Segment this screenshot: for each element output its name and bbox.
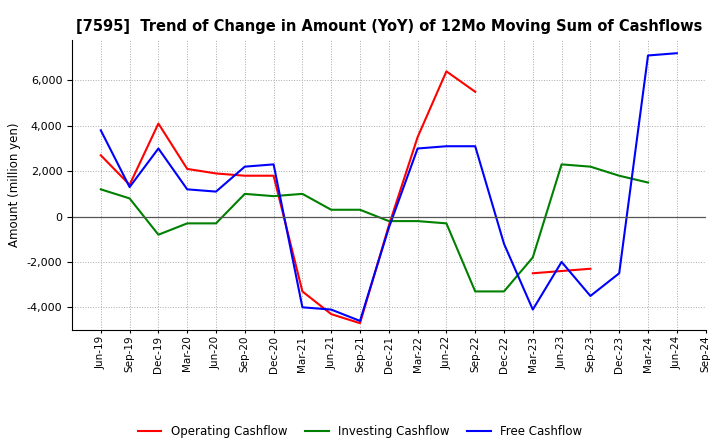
Free Cashflow <box>586 293 595 299</box>
Operating Cashflow <box>356 321 364 326</box>
Free Cashflow <box>327 307 336 312</box>
Investing Cashflow <box>298 191 307 197</box>
Line: Operating Cashflow: Operating Cashflow <box>101 71 648 323</box>
Y-axis label: Amount (million yen): Amount (million yen) <box>8 123 21 247</box>
Operating Cashflow <box>154 121 163 126</box>
Free Cashflow <box>644 53 652 58</box>
Operating Cashflow <box>183 166 192 172</box>
Investing Cashflow <box>413 218 422 224</box>
Free Cashflow <box>269 162 278 167</box>
Investing Cashflow <box>586 164 595 169</box>
Operating Cashflow <box>442 69 451 74</box>
Investing Cashflow <box>644 180 652 185</box>
Title: [7595]  Trend of Change in Amount (YoY) of 12Mo Moving Sum of Cashflows: [7595] Trend of Change in Amount (YoY) o… <box>76 19 702 34</box>
Operating Cashflow <box>644 73 652 78</box>
Free Cashflow <box>154 146 163 151</box>
Free Cashflow <box>183 187 192 192</box>
Line: Free Cashflow: Free Cashflow <box>101 53 677 321</box>
Free Cashflow <box>500 241 508 246</box>
Investing Cashflow <box>384 218 393 224</box>
Investing Cashflow <box>557 162 566 167</box>
Free Cashflow <box>528 307 537 312</box>
Operating Cashflow <box>298 289 307 294</box>
Investing Cashflow <box>471 289 480 294</box>
Investing Cashflow <box>212 221 220 226</box>
Free Cashflow <box>298 304 307 310</box>
Free Cashflow <box>557 259 566 264</box>
Investing Cashflow <box>269 194 278 199</box>
Investing Cashflow <box>96 187 105 192</box>
Investing Cashflow <box>528 255 537 260</box>
Operating Cashflow <box>125 182 134 187</box>
Line: Investing Cashflow: Investing Cashflow <box>101 165 648 291</box>
Investing Cashflow <box>500 289 508 294</box>
Free Cashflow <box>125 184 134 190</box>
Free Cashflow <box>672 51 681 56</box>
Investing Cashflow <box>615 173 624 178</box>
Free Cashflow <box>96 128 105 133</box>
Free Cashflow <box>471 143 480 149</box>
Free Cashflow <box>356 318 364 323</box>
Operating Cashflow <box>528 271 537 276</box>
Free Cashflow <box>442 143 451 149</box>
Free Cashflow <box>615 271 624 276</box>
Investing Cashflow <box>240 191 249 197</box>
Investing Cashflow <box>356 207 364 213</box>
Free Cashflow <box>212 189 220 194</box>
Free Cashflow <box>413 146 422 151</box>
Legend: Operating Cashflow, Investing Cashflow, Free Cashflow: Operating Cashflow, Investing Cashflow, … <box>133 421 587 440</box>
Investing Cashflow <box>327 207 336 213</box>
Operating Cashflow <box>557 268 566 274</box>
Operating Cashflow <box>269 173 278 178</box>
Operating Cashflow <box>586 266 595 271</box>
Investing Cashflow <box>154 232 163 237</box>
Investing Cashflow <box>125 196 134 201</box>
Operating Cashflow <box>212 171 220 176</box>
Investing Cashflow <box>442 221 451 226</box>
Free Cashflow <box>384 225 393 231</box>
Investing Cashflow <box>183 221 192 226</box>
Operating Cashflow <box>327 312 336 317</box>
Operating Cashflow <box>240 173 249 178</box>
Operating Cashflow <box>471 89 480 95</box>
Operating Cashflow <box>96 153 105 158</box>
Free Cashflow <box>240 164 249 169</box>
Operating Cashflow <box>413 135 422 140</box>
Operating Cashflow <box>384 223 393 228</box>
